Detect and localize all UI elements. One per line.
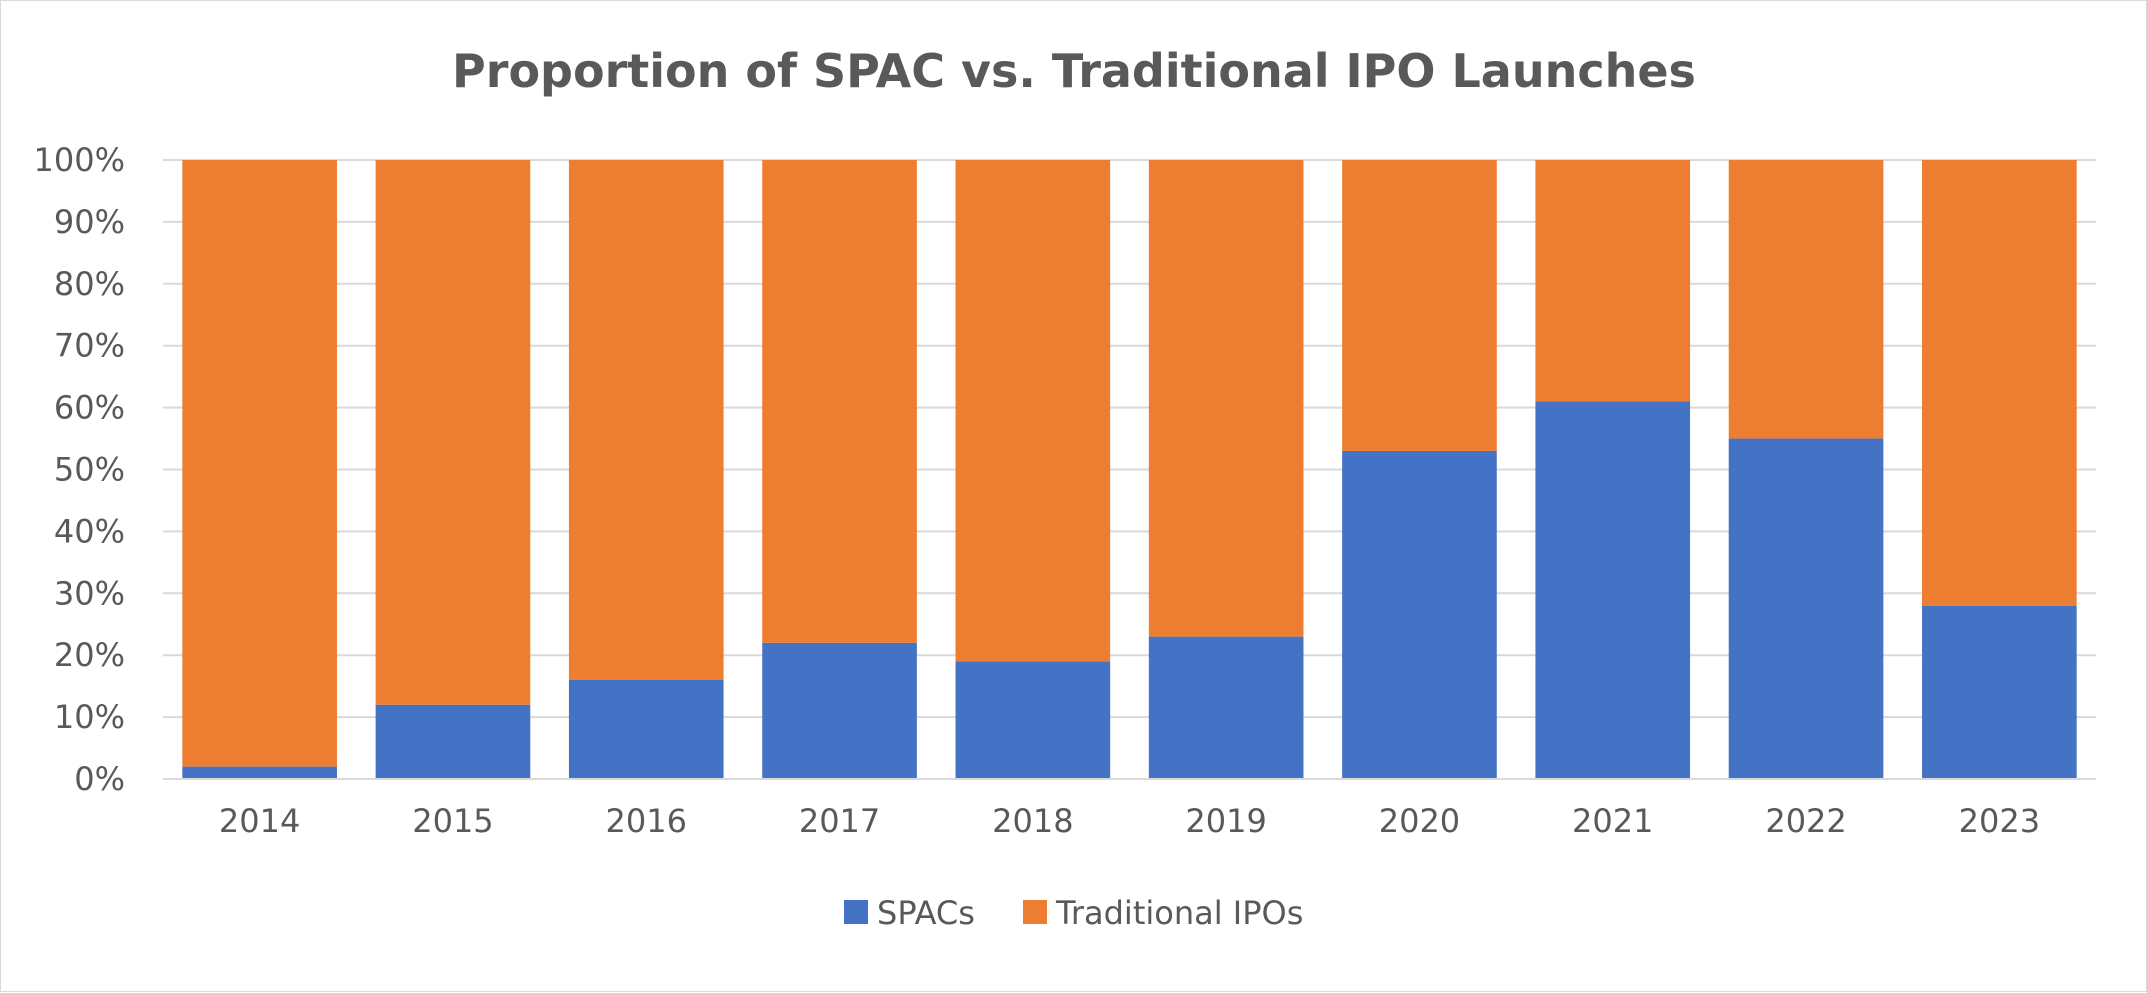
x-tick-label: 2022 <box>1765 802 1846 840</box>
bar-spacs-2023 <box>1922 605 2077 779</box>
x-tick-label: 2020 <box>1379 802 1460 840</box>
bar-spacs-2017 <box>762 642 917 779</box>
bar-spacs-2018 <box>955 661 1111 779</box>
bar-traditional-ipos-2020 <box>1342 160 1497 451</box>
y-tick-label: 90% <box>54 203 125 241</box>
y-tick-label: 100% <box>34 141 125 179</box>
bar-spacs-2015 <box>375 704 531 779</box>
bar-traditional-ipos-2015 <box>375 160 531 705</box>
legend-swatch-spacs <box>844 900 868 924</box>
bar-spacs-2016 <box>568 679 724 779</box>
x-tick-label: 2016 <box>606 802 687 840</box>
y-tick-label: 30% <box>54 574 125 612</box>
y-tick-label: 80% <box>54 265 125 303</box>
bar-spacs-2019 <box>1148 636 1304 779</box>
y-tick-label: 60% <box>54 389 125 427</box>
bar-traditional-ipos-2016 <box>568 160 724 680</box>
legend-swatch-traditional-ipos <box>1023 900 1047 924</box>
y-tick-label: 70% <box>54 327 125 365</box>
x-axis-ticks: 2014 2015 2016 2017 2018 2019 2020 2021 2022 2023 <box>219 802 2040 840</box>
bar-traditional-ipos-2014 <box>182 160 337 767</box>
bar-traditional-ipos-2017 <box>762 160 917 643</box>
bar-spacs-2021 <box>1535 401 1691 779</box>
x-tick-label: 2018 <box>992 802 1073 840</box>
legend: SPACs Traditional IPOs <box>844 894 1303 932</box>
y-tick-label: 40% <box>54 512 125 550</box>
bar-spacs-2014 <box>182 766 337 779</box>
y-tick-label: 20% <box>54 636 125 674</box>
y-tick-label: 10% <box>54 698 125 736</box>
x-tick-label: 2015 <box>412 802 493 840</box>
bar-traditional-ipos-2021 <box>1535 160 1691 402</box>
bar-spacs-2020 <box>1342 450 1497 779</box>
x-tick-label: 2014 <box>219 802 300 840</box>
legend-label-traditional-ipos: Traditional IPOs <box>1055 894 1303 932</box>
x-tick-label: 2019 <box>1185 802 1266 840</box>
bar-traditional-ipos-2023 <box>1922 160 2077 606</box>
bar-traditional-ipos-2022 <box>1728 160 1884 439</box>
x-tick-label: 2023 <box>1959 802 2040 840</box>
bars <box>182 160 2077 779</box>
y-tick-label: 0% <box>74 760 125 798</box>
bar-spacs-2022 <box>1728 438 1884 779</box>
bar-traditional-ipos-2018 <box>955 160 1111 662</box>
legend-label-spacs: SPACs <box>877 894 975 932</box>
chart-title: Proportion of SPAC vs. Traditional IPO L… <box>452 44 1696 98</box>
x-tick-label: 2021 <box>1572 802 1653 840</box>
bar-traditional-ipos-2019 <box>1148 160 1304 637</box>
x-tick-label: 2017 <box>799 802 880 840</box>
y-tick-label: 50% <box>54 451 125 489</box>
y-axis-ticks: 0% 10% 20% 30% 40% 50% 60% 70% 80% 90% 100% <box>34 141 125 798</box>
